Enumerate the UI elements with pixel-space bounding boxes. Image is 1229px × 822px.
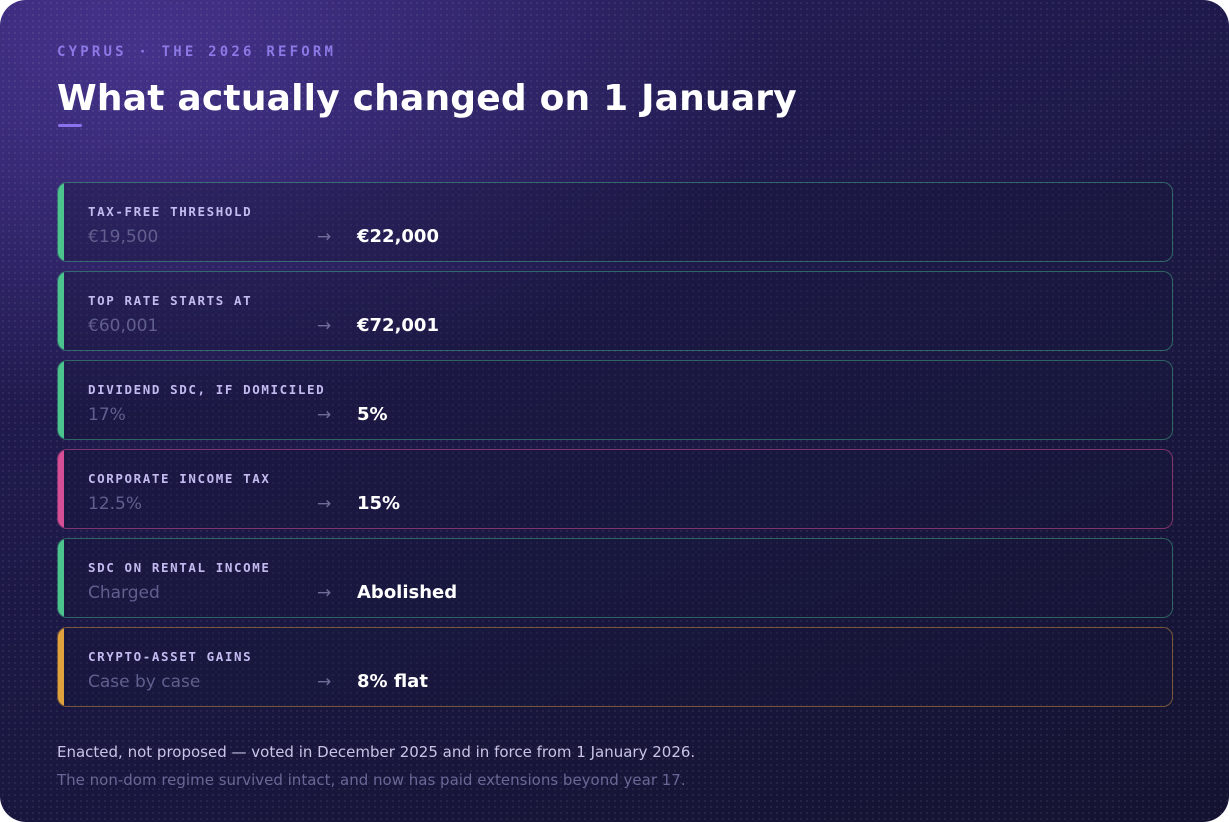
row-label: DIVIDEND SDC, IF DOMICILED [88, 382, 326, 397]
row-label: TAX-FREE THRESHOLD [88, 204, 253, 219]
row-accent-bar [58, 361, 64, 439]
new-value: Abolished [357, 582, 458, 603]
old-value: €19,500 [88, 227, 159, 247]
footer-note-primary: Enacted, not proposed — voted in Decembe… [57, 743, 696, 761]
new-value: 15% [357, 493, 401, 514]
title-underline [58, 124, 82, 127]
new-value: 8% flat [357, 671, 428, 692]
new-value: 5% [357, 404, 388, 425]
change-row-sdc-rental: SDC ON RENTAL INCOME Charged → Abolished [57, 538, 1173, 618]
change-row-dividend-sdc: DIVIDEND SDC, IF DOMICILED 17% → 5% [57, 360, 1173, 440]
old-value: Case by case [88, 672, 201, 692]
row-accent-bar [58, 628, 64, 706]
row-accent-bar [58, 272, 64, 350]
new-value: €22,000 [357, 226, 439, 247]
row-accent-bar [58, 450, 64, 528]
change-row-tax-free-threshold: TAX-FREE THRESHOLD €19,500 → €22,000 [57, 182, 1173, 262]
arrow-icon: → [317, 583, 332, 603]
change-row-corporate-tax: CORPORATE INCOME TAX 12.5% → 15% [57, 449, 1173, 529]
row-label: TOP RATE STARTS AT [88, 293, 253, 308]
page-title: What actually changed on 1 January [57, 78, 797, 119]
footer-note-secondary: The non-dom regime survived intact, and … [57, 771, 686, 789]
change-row-crypto-gains: CRYPTO-ASSET GAINS Case by case → 8% fla… [57, 627, 1173, 707]
eyebrow-label: CYPRUS · THE 2026 REFORM [57, 44, 337, 60]
old-value: €60,001 [88, 316, 159, 336]
old-value: 12.5% [88, 494, 143, 514]
old-value: Charged [88, 583, 160, 603]
change-list: TAX-FREE THRESHOLD €19,500 → €22,000 TOP… [57, 182, 1173, 716]
change-row-top-rate: TOP RATE STARTS AT €60,001 → €72,001 [57, 271, 1173, 351]
arrow-icon: → [317, 227, 332, 247]
arrow-icon: → [317, 494, 332, 514]
arrow-icon: → [317, 405, 332, 425]
row-label: CRYPTO-ASSET GAINS [88, 649, 253, 664]
arrow-icon: → [317, 316, 332, 336]
arrow-icon: → [317, 672, 332, 692]
row-accent-bar [58, 539, 64, 617]
row-accent-bar [58, 183, 64, 261]
row-label: CORPORATE INCOME TAX [88, 471, 271, 486]
new-value: €72,001 [357, 315, 439, 336]
row-label: SDC ON RENTAL INCOME [88, 560, 271, 575]
old-value: 17% [88, 405, 126, 425]
